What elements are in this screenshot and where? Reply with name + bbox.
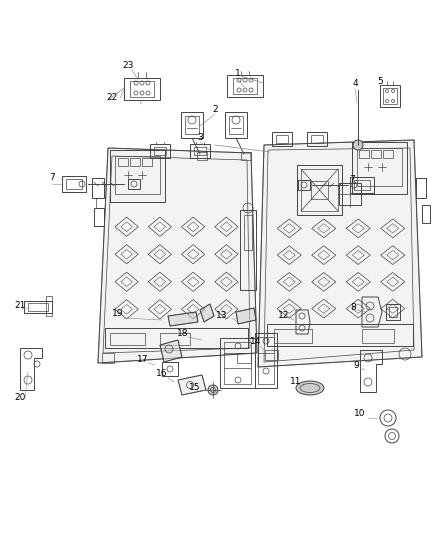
Bar — [241, 152, 251, 160]
Text: 11: 11 — [290, 377, 302, 386]
Bar — [350, 177, 374, 193]
Bar — [240, 210, 256, 290]
Bar — [227, 75, 263, 97]
Text: 23: 23 — [122, 61, 134, 70]
Text: 12: 12 — [278, 311, 290, 320]
Text: 14: 14 — [250, 337, 261, 346]
Polygon shape — [178, 375, 206, 395]
Bar — [154, 147, 166, 155]
Text: 7: 7 — [49, 174, 55, 182]
Text: 3: 3 — [197, 133, 203, 142]
Bar — [142, 158, 152, 166]
Bar — [128, 179, 140, 189]
Bar — [357, 148, 402, 186]
Polygon shape — [236, 308, 256, 324]
Bar — [224, 342, 251, 384]
Bar — [311, 135, 323, 143]
Bar — [265, 350, 278, 360]
Bar — [258, 337, 274, 384]
Text: 8: 8 — [350, 303, 356, 311]
Bar — [267, 324, 413, 346]
Bar — [150, 144, 170, 158]
Text: 18: 18 — [177, 328, 189, 337]
Bar — [416, 178, 426, 198]
Bar — [237, 353, 251, 363]
Bar — [185, 116, 199, 134]
Bar — [92, 178, 104, 198]
Bar — [311, 181, 328, 199]
Bar — [274, 329, 312, 343]
Text: 19: 19 — [112, 310, 124, 319]
Bar — [380, 85, 400, 107]
Text: 1: 1 — [235, 69, 241, 78]
Bar — [383, 88, 397, 104]
Bar — [46, 296, 52, 316]
Bar — [359, 150, 369, 158]
Text: 2: 2 — [212, 106, 218, 115]
Text: 20: 20 — [14, 393, 26, 402]
Bar — [386, 304, 400, 320]
Bar — [352, 142, 407, 194]
Bar — [102, 353, 114, 363]
Bar — [272, 132, 292, 146]
Bar — [94, 208, 104, 226]
Bar — [130, 81, 154, 97]
Bar — [181, 112, 203, 138]
Bar — [24, 301, 52, 313]
Bar — [244, 215, 252, 250]
Bar — [197, 152, 207, 160]
Bar — [233, 78, 257, 94]
Bar — [162, 362, 178, 376]
Text: 9: 9 — [353, 360, 359, 369]
Bar — [124, 78, 160, 100]
Bar — [225, 112, 247, 138]
Polygon shape — [160, 340, 182, 362]
Bar — [110, 333, 145, 345]
Polygon shape — [258, 140, 422, 367]
Bar — [422, 205, 430, 223]
Bar — [220, 338, 255, 388]
Polygon shape — [98, 148, 257, 363]
Bar — [383, 150, 393, 158]
Text: 16: 16 — [156, 369, 168, 378]
Circle shape — [208, 385, 218, 395]
Bar — [255, 333, 277, 388]
Text: 22: 22 — [106, 93, 118, 102]
Bar — [301, 169, 338, 211]
Bar — [354, 180, 370, 190]
Polygon shape — [200, 304, 214, 322]
Bar — [110, 150, 165, 202]
Bar — [28, 303, 48, 311]
Bar — [297, 165, 342, 215]
Bar — [371, 150, 381, 158]
Bar — [194, 147, 206, 155]
Bar — [118, 158, 128, 166]
Text: 10: 10 — [354, 409, 366, 418]
Bar — [160, 333, 190, 345]
Bar — [115, 156, 160, 194]
Circle shape — [353, 140, 363, 150]
Bar — [130, 158, 140, 166]
Bar — [389, 307, 397, 317]
Bar — [276, 135, 288, 143]
Bar — [362, 329, 394, 343]
Text: 5: 5 — [377, 77, 383, 86]
Text: 13: 13 — [216, 311, 228, 320]
Text: 15: 15 — [189, 383, 201, 392]
Ellipse shape — [296, 381, 324, 395]
Bar — [190, 144, 210, 158]
Bar — [229, 116, 243, 134]
Bar — [66, 179, 82, 189]
Text: 7: 7 — [349, 174, 355, 183]
Text: 17: 17 — [137, 356, 149, 365]
Polygon shape — [168, 312, 198, 326]
Text: 4: 4 — [352, 79, 358, 88]
Text: 21: 21 — [14, 301, 26, 310]
Bar — [62, 176, 86, 192]
Bar — [298, 180, 310, 190]
Bar — [339, 183, 361, 205]
Bar — [307, 132, 327, 146]
Bar — [105, 328, 248, 348]
